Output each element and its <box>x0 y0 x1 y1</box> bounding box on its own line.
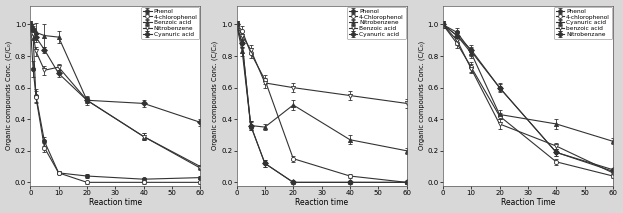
Y-axis label: Organic compounds Conc. (C/C₀): Organic compounds Conc. (C/C₀) <box>418 41 425 150</box>
Y-axis label: Organic compounds Conc. (C/C₀): Organic compounds Conc. (C/C₀) <box>212 41 218 150</box>
Y-axis label: Organic compounds Conc. (C/C₀): Organic compounds Conc. (C/C₀) <box>6 41 12 150</box>
Legend: Phenol, 4-Chlorophenol, Nitrobenzene, Benzoic acid, Cyanuric acid: Phenol, 4-Chlorophenol, Nitrobenzene, Be… <box>347 7 406 39</box>
Legend: Phenol, 4-chlorophenol, Cyanuric acid, benzoic acid, Nitrobenzane: Phenol, 4-chlorophenol, Cyanuric acid, b… <box>554 7 612 39</box>
X-axis label: Reaction Time: Reaction Time <box>501 199 555 207</box>
X-axis label: Reaction time: Reaction time <box>88 199 142 207</box>
X-axis label: Reaction time: Reaction time <box>295 199 348 207</box>
Legend: Phenol, 4-chlorophenol, Benzoic acid, Nitrobenzene, Cyanuric acid: Phenol, 4-chlorophenol, Benzoic acid, Ni… <box>141 7 199 39</box>
